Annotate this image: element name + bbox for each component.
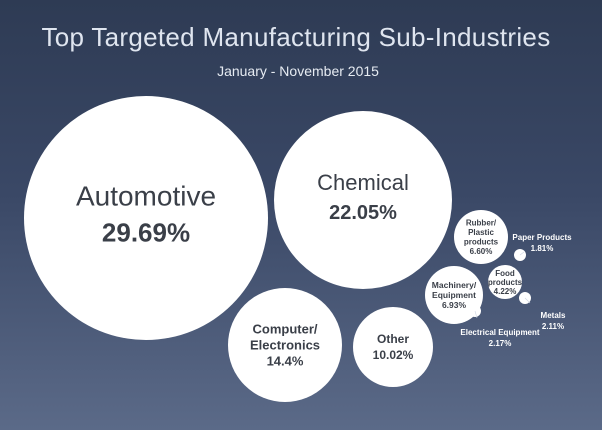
value-food-products: 4.22% (494, 287, 517, 296)
bubbles-group: Automotive 29.69% Chemical 22.05% Computer/E… (24, 96, 572, 402)
label-paper-products: Paper Products (512, 233, 572, 242)
bubble-computer-electronics (228, 288, 342, 402)
label-computer-electronics-line-2: Electronics (250, 338, 320, 353)
bubble-other (353, 307, 433, 387)
value-rubber-plastic-products: 6.60% (470, 247, 493, 256)
chart-title: Top Targeted Manufacturing Sub-Industrie… (41, 22, 550, 52)
label-electrical-equipment: Electrical Equipment (460, 328, 539, 337)
value-machinery-equipment: 6.93% (442, 300, 467, 310)
label-machinery-equipment-line-1: Machinery/ (432, 280, 477, 290)
label-rubber-plastic-products-line-1: Rubber/ (466, 219, 497, 228)
label-rubber-plastic-products-line-3: products (464, 238, 499, 247)
label-machinery-equipment-line-2: Equipment (432, 290, 476, 300)
bubble-chemical (274, 111, 452, 289)
value-computer-electronics: 14.4% (267, 354, 304, 369)
chart-subtitle: January - November 2015 (217, 63, 379, 79)
label-chemical: Chemical (317, 170, 409, 195)
label-rubber-plastic-products-line-2: Plastic (468, 228, 494, 237)
label-food-products-line-2: products (488, 278, 523, 287)
value-paper-products: 1.81% (531, 244, 554, 253)
bubble-machinery-equipment (425, 266, 483, 324)
leader-line-electrical-equipment (474, 310, 478, 319)
value-chemical: 22.05% (329, 202, 397, 224)
label-automotive: Automotive (76, 180, 216, 211)
bubble-automotive (24, 96, 268, 340)
value-metals: 2.11% (542, 322, 564, 331)
label-computer-electronics-line-1: Computer/ (253, 322, 318, 337)
bubble-rubber-plastic-products (454, 210, 508, 264)
label-other: Other (377, 332, 409, 346)
value-other: 10.02% (373, 348, 414, 362)
leader-line-paper-products (519, 251, 525, 256)
leader-line-metals (524, 297, 531, 304)
label-metals: Metals (541, 311, 566, 320)
value-automotive: 29.69% (102, 217, 190, 247)
label-food-products-line-1: Food (495, 269, 515, 278)
bubble-food-products (488, 265, 522, 299)
value-electrical-equipment: 2.17% (489, 339, 512, 348)
